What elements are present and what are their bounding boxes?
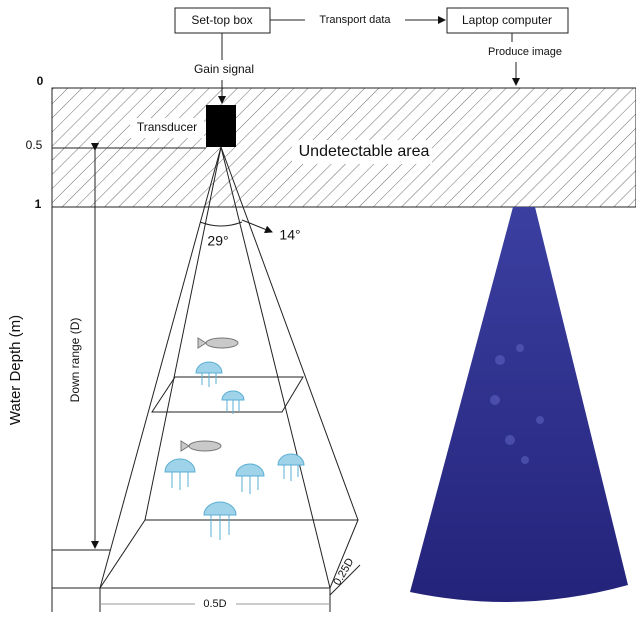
- gain-label: Gain signal: [194, 62, 254, 76]
- laptop-label: Laptop computer: [462, 13, 552, 27]
- tick-label: 0.5: [26, 138, 43, 152]
- axis-title: Water Depth (m): [7, 315, 24, 425]
- beam-pyramid: [52, 146, 361, 612]
- tick-label: 0: [37, 74, 44, 88]
- down-range-label: Down range (D): [68, 318, 82, 403]
- settop-box: [174, 7, 271, 34]
- sonar-image: [410, 207, 628, 602]
- transducer-label: Transducer: [137, 120, 197, 134]
- width-label: 0.5D: [203, 598, 226, 610]
- angle-arc: [199, 221, 243, 227]
- undetectable-label: Undetectable area: [299, 143, 430, 160]
- label-bg: [66, 310, 84, 410]
- label-bg: [292, 140, 432, 164]
- targets: [164, 337, 305, 540]
- angle-wide: 29°: [207, 233, 228, 249]
- transport-label: Transport data: [319, 14, 391, 26]
- tick-label: 1: [35, 197, 42, 211]
- label-bg: [130, 118, 204, 138]
- settop-label: Set-top box: [191, 13, 252, 27]
- angle-pointer: [241, 219, 273, 234]
- transducer: [206, 105, 236, 147]
- sonar-echoes: [490, 344, 544, 464]
- produce-label: Produce image: [488, 46, 562, 58]
- laptop-box: [446, 7, 569, 34]
- angle-narrow: 14°: [279, 227, 300, 243]
